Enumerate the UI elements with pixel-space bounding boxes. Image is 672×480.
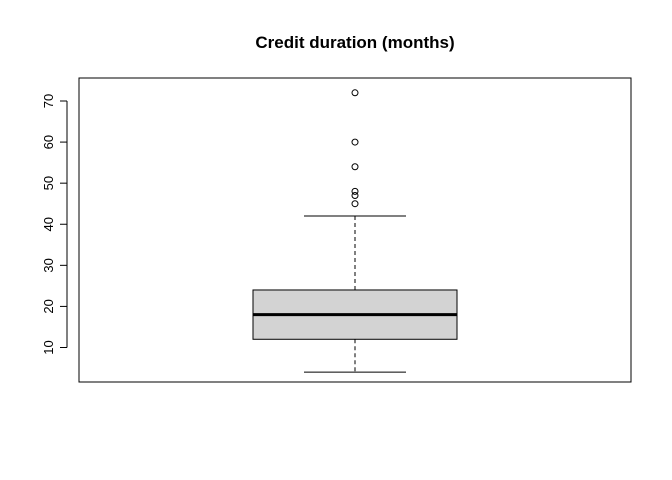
y-axis: 10 20 30 40 50 60 70 bbox=[41, 94, 68, 355]
chart-title: Credit duration (months) bbox=[255, 33, 454, 52]
outlier-group bbox=[351, 89, 359, 208]
y-tick-label: 70 bbox=[41, 94, 56, 108]
outlier-point bbox=[351, 138, 359, 146]
y-tick-label: 50 bbox=[41, 176, 56, 190]
y-tick-label: 10 bbox=[41, 340, 56, 354]
outlier-point bbox=[351, 191, 359, 199]
y-tick-label: 60 bbox=[41, 135, 56, 149]
y-tick-label: 30 bbox=[41, 258, 56, 272]
outlier-point bbox=[351, 187, 359, 195]
outlier-point bbox=[351, 200, 359, 208]
outlier-point bbox=[351, 163, 359, 171]
plot-frame bbox=[78, 77, 632, 383]
box-group bbox=[252, 215, 458, 373]
outlier-point bbox=[351, 89, 359, 97]
y-tick-label: 20 bbox=[41, 299, 56, 313]
y-tick-label: 40 bbox=[41, 217, 56, 231]
